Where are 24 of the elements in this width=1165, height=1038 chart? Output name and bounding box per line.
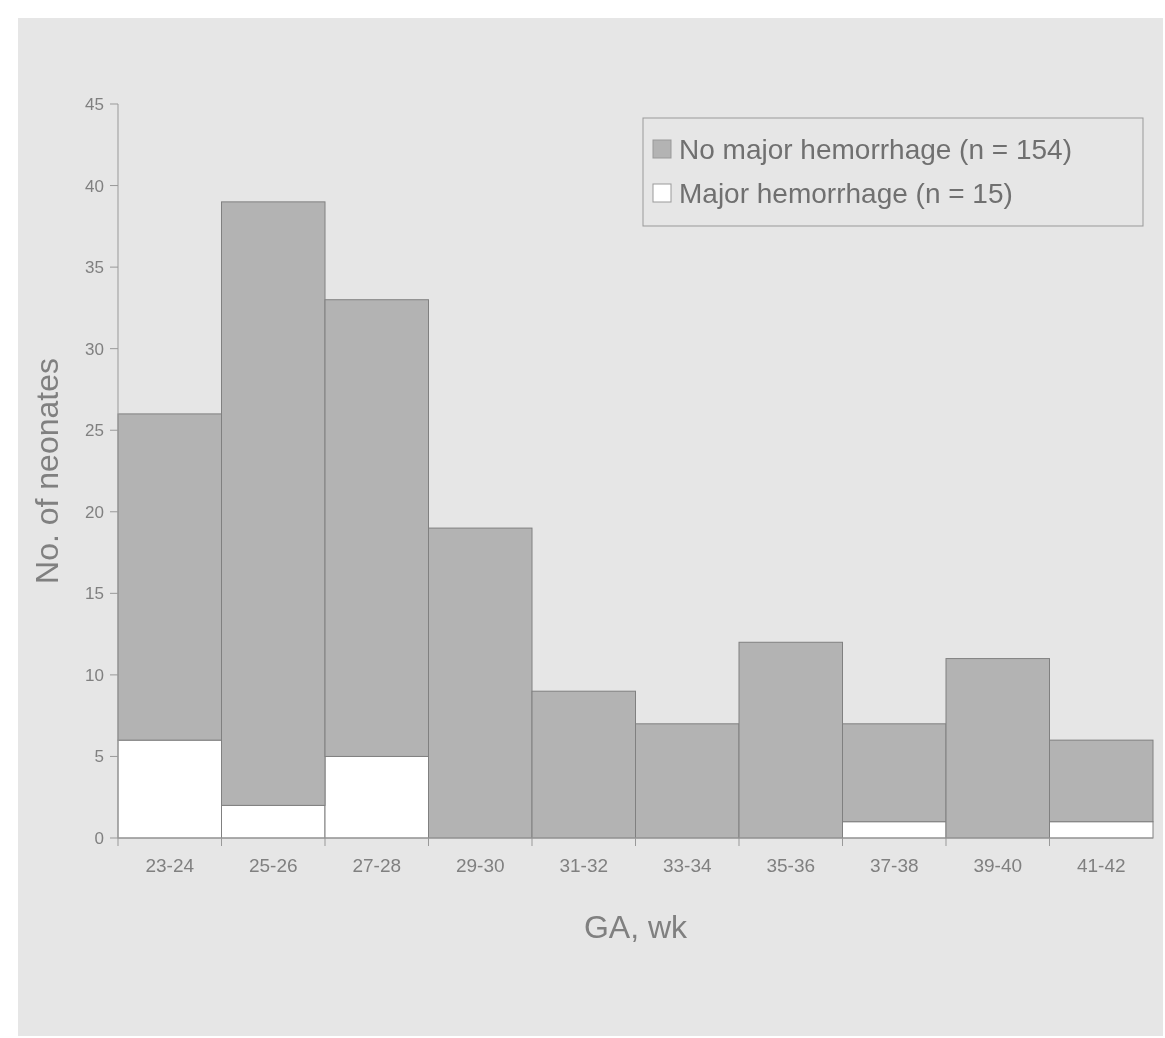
y-tick-label: 30: [85, 339, 104, 359]
y-tick-label: 20: [85, 502, 104, 522]
x-tick-label: 39-40: [973, 855, 1023, 876]
x-tick-label: 29-30: [455, 855, 505, 876]
y-tick-label: 15: [85, 584, 104, 604]
y-tick-label: 35: [85, 258, 104, 278]
x-tick-label: 35-36: [766, 855, 816, 876]
y-tick-label: 25: [85, 421, 104, 441]
x-tick-label: 41-42: [1076, 855, 1126, 876]
y-tick-label: 10: [85, 665, 104, 685]
x-tick-label: 33-34: [662, 855, 712, 876]
y-tick-label: 5: [94, 747, 104, 767]
x-tick-label: 37-38: [869, 855, 919, 876]
y-tick-label: 0: [94, 828, 104, 848]
x-tick-label: 27-28: [352, 855, 402, 876]
y-tick-label: 40: [85, 176, 104, 196]
legend-label: Major hemorrhage (n = 15): [679, 177, 1013, 209]
x-tick-label: 31-32: [559, 855, 609, 876]
y-tick-label: 45: [85, 94, 104, 114]
y-axis-title: No. of neonates: [29, 358, 65, 584]
x-axis-title: GA, wk: [583, 909, 689, 945]
x-tick-label: 25-26: [248, 855, 298, 876]
x-tick-label: 23-24: [145, 855, 195, 876]
legend-label: No major hemorrhage (n = 154): [679, 133, 1072, 165]
